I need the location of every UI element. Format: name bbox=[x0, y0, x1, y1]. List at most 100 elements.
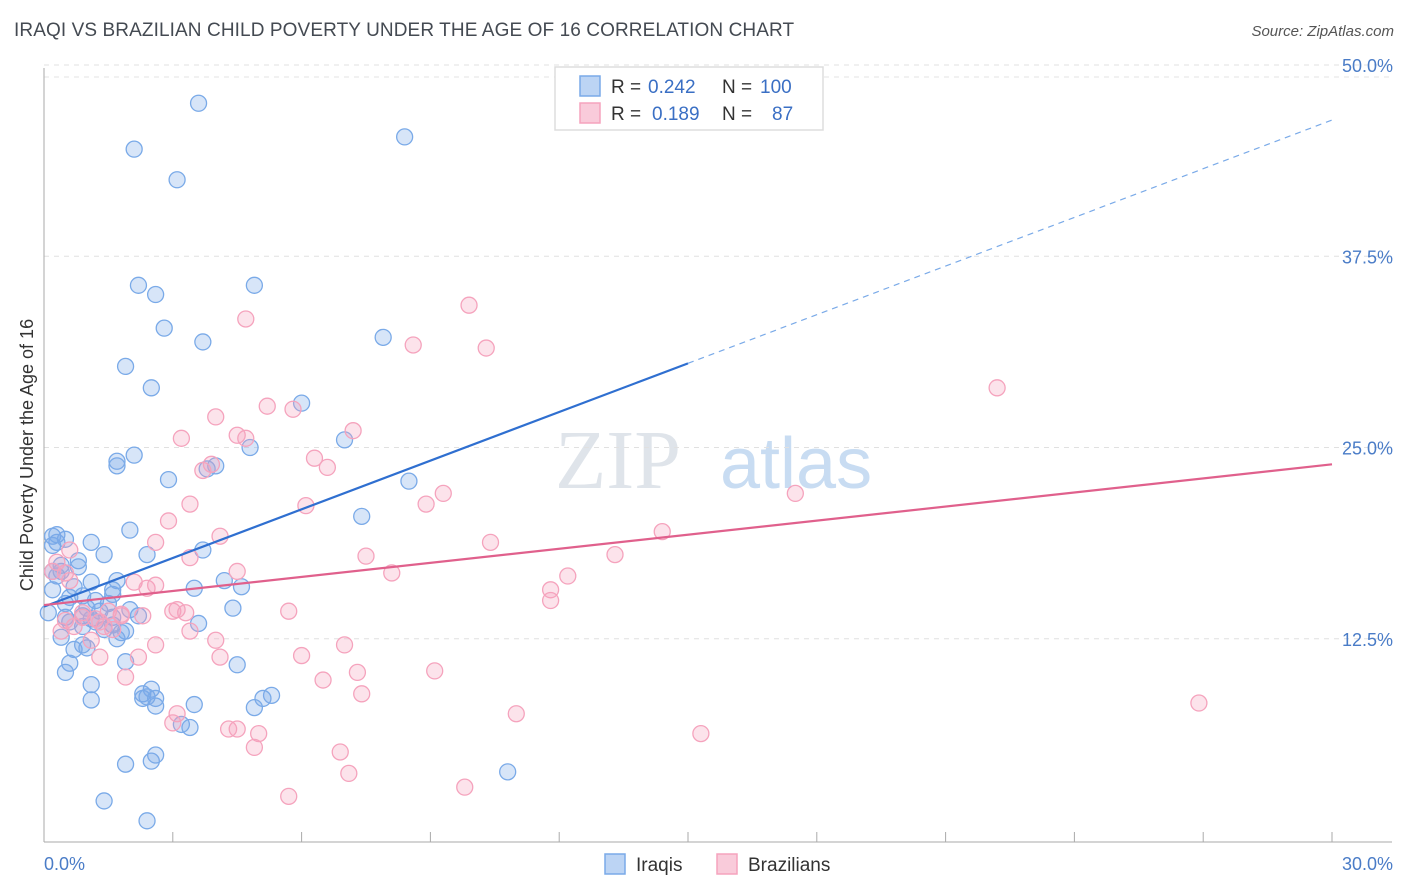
correlation-legend: R = 0.242 N = 100 R = 0.189 N = 87 bbox=[554, 66, 824, 131]
brazilian-point bbox=[331, 743, 349, 761]
brazilian-point bbox=[207, 631, 225, 649]
iraqi-point bbox=[116, 755, 135, 773]
brazilian-point bbox=[56, 611, 75, 630]
iraqi-point bbox=[400, 472, 418, 490]
x-tick-label-min: 0.0% bbox=[44, 854, 85, 874]
brazilian-point bbox=[477, 339, 495, 357]
iraqi-point bbox=[224, 599, 242, 617]
brazilian-point bbox=[353, 685, 371, 703]
brazilian-point bbox=[61, 541, 79, 559]
iraqi-point bbox=[335, 431, 354, 449]
iraqi-point bbox=[48, 526, 66, 544]
iraqi-point bbox=[185, 695, 203, 714]
y-axis-label: Child Poverty Under the Age of 16 bbox=[17, 319, 37, 591]
y-tick-label: 25.0% bbox=[1342, 439, 1393, 459]
legend-n-label-brazilians: N = bbox=[722, 104, 752, 125]
brazilian-point bbox=[305, 449, 324, 467]
brazilian-point bbox=[91, 613, 109, 631]
bottom-legend-label-iraqis: Iraqis bbox=[636, 855, 682, 876]
legend-r-value-iraqis: 0.242 bbox=[648, 77, 696, 98]
iraqi-point bbox=[52, 628, 70, 646]
iraqi-point bbox=[125, 446, 143, 464]
bottom-legend-label-brazilians: Brazilians bbox=[748, 855, 830, 876]
iraqi-point bbox=[374, 328, 392, 346]
watermark-atlas: atlas bbox=[720, 424, 872, 504]
brazilian-point bbox=[181, 622, 199, 640]
brazilian-point bbox=[245, 738, 264, 757]
legend-swatch-brazilians bbox=[579, 102, 601, 124]
tick-labels: 12.5% 25.0% 37.5% 50.0% bbox=[1342, 56, 1393, 650]
legend-n-label-iraqis: N = bbox=[722, 77, 752, 98]
iraqi-point bbox=[353, 507, 371, 525]
brazilian-point bbox=[52, 622, 70, 640]
brazilian-point bbox=[335, 636, 354, 654]
brazilian-point bbox=[211, 648, 229, 666]
trend-line-iraqis bbox=[43, 362, 689, 608]
iraqi-point bbox=[189, 94, 208, 112]
x-tick-label-max: 30.0% bbox=[1342, 854, 1393, 874]
brazilian-point bbox=[146, 636, 165, 654]
brazilian-point bbox=[168, 705, 186, 723]
brazilian-point bbox=[292, 646, 311, 665]
iraqi-point bbox=[194, 333, 212, 351]
brazilian-point bbox=[434, 484, 452, 503]
iraqi-point bbox=[82, 676, 100, 694]
iraqi-point bbox=[129, 276, 148, 294]
iraqi-point bbox=[43, 536, 62, 555]
brazilian-point bbox=[653, 523, 671, 541]
legend-r-label-brazilians: R = bbox=[611, 104, 641, 125]
brazilian-point bbox=[348, 663, 367, 682]
iraqi-point bbox=[168, 171, 186, 189]
brazilian-point bbox=[112, 605, 130, 623]
series-legend: Iraqis Brazilians bbox=[604, 853, 830, 876]
brazilian-point bbox=[146, 576, 165, 594]
brazilian-point bbox=[91, 648, 109, 666]
brazilian-point bbox=[116, 668, 135, 686]
axes bbox=[43, 68, 1392, 843]
watermark-zip: ZIP bbox=[555, 414, 681, 507]
brazilian-point bbox=[357, 547, 375, 565]
brazilian-point bbox=[164, 714, 182, 732]
brazilian-point bbox=[134, 607, 152, 625]
brazilian-point bbox=[988, 379, 1006, 397]
brazilian-point bbox=[541, 591, 560, 610]
iraqi-point bbox=[65, 640, 83, 659]
iraqi-point bbox=[292, 394, 311, 412]
y-tick-label: 37.5% bbox=[1342, 247, 1393, 267]
trend-extension-iraqis bbox=[687, 119, 1333, 364]
bottom-legend-swatch-iraqis bbox=[604, 853, 626, 875]
brazilian-point bbox=[456, 778, 474, 796]
brazilian-point bbox=[280, 787, 298, 805]
brazilian-point bbox=[56, 564, 75, 582]
brazilian-point bbox=[383, 564, 401, 582]
iraqi-point bbox=[142, 379, 160, 397]
iraqi-point bbox=[121, 521, 139, 539]
iraqi-point bbox=[56, 663, 75, 682]
brazilian-point bbox=[460, 296, 478, 314]
iraqi-point bbox=[108, 452, 126, 470]
iraqi-point bbox=[146, 697, 165, 715]
iraqi-point bbox=[232, 578, 251, 596]
y-tick-label: 50.0% bbox=[1342, 56, 1393, 76]
iraqi-point bbox=[241, 438, 259, 457]
iraqi-point bbox=[245, 698, 264, 717]
trend-lines bbox=[43, 119, 1333, 608]
iraqi-point bbox=[155, 319, 173, 337]
brazilian-point bbox=[207, 408, 225, 426]
legend-r-value-brazilians: 0.189 bbox=[652, 104, 700, 125]
legend-swatch-iraqis bbox=[579, 75, 601, 97]
legend-n-value-brazilians: 87 bbox=[772, 104, 793, 125]
grid-lines bbox=[44, 64, 1392, 640]
iraqi-point bbox=[159, 470, 178, 489]
brazilian-point bbox=[1190, 694, 1208, 712]
brazilian-point bbox=[172, 429, 191, 447]
iraqi-point bbox=[254, 689, 272, 708]
brazilian-point bbox=[73, 608, 92, 626]
bottom-legend-swatch-brazilians bbox=[716, 853, 738, 875]
iraqi-point bbox=[95, 545, 113, 564]
brazilian-point bbox=[481, 533, 500, 552]
series-iraqis bbox=[39, 94, 517, 830]
brazilian-point bbox=[786, 484, 804, 503]
iraqi-point bbox=[82, 691, 100, 709]
source-label: Source: ZipAtlas.com bbox=[1251, 23, 1394, 40]
